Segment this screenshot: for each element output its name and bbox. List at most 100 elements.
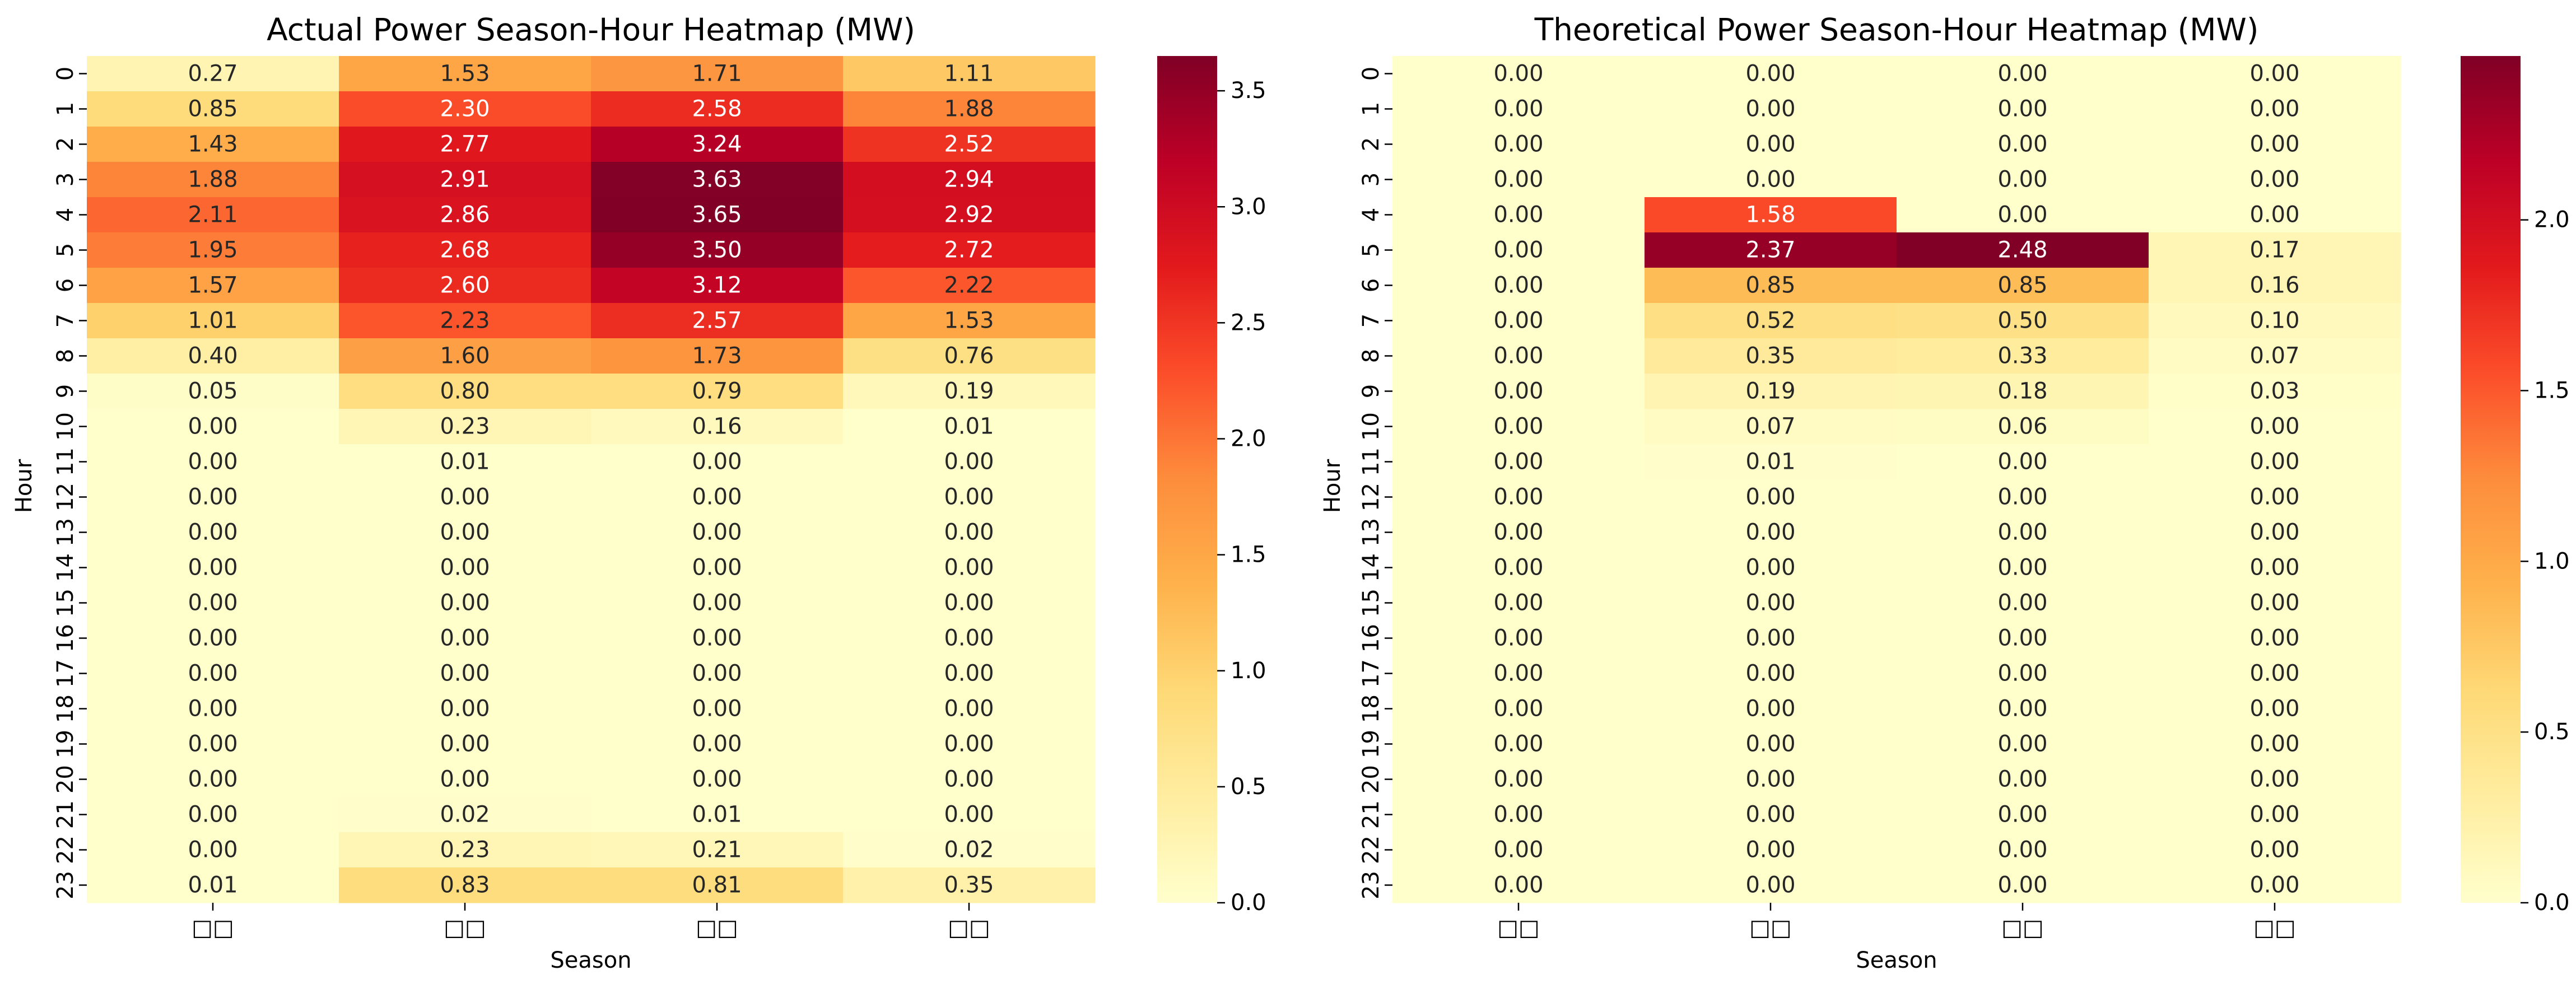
cell-value-label: 0.02 (944, 837, 994, 863)
heatmap-cell (843, 338, 1096, 374)
cell-value-label: 1.60 (440, 343, 490, 369)
heatmap-cell (1645, 515, 1897, 551)
x-tick-label: □□ (696, 915, 738, 941)
cell-value-label: 0.23 (440, 837, 490, 863)
cell-value-label: 0.00 (1493, 308, 1543, 334)
heatmap-cell (87, 621, 339, 656)
heatmap-cell (339, 762, 591, 797)
heatmap-cell (2149, 797, 2401, 833)
cell-value-label: 0.27 (188, 61, 237, 87)
cell-value-label: 0.00 (188, 696, 237, 722)
cell-value-label: 0.00 (944, 520, 994, 545)
cell-value-label: 0.00 (2249, 132, 2299, 157)
heatmap-cell (591, 444, 844, 480)
cell-value-label: 0.00 (1493, 237, 1543, 263)
heatmap-cell (843, 409, 1096, 445)
heatmap-cell (1897, 232, 2149, 268)
heatmap-cell (1645, 762, 1897, 797)
cell-value-label: 0.00 (1997, 802, 2047, 828)
y-tick-label: 9 (1358, 384, 1384, 398)
cell-value-label: 0.21 (692, 837, 742, 863)
cell-value-label: 0.00 (692, 449, 742, 475)
heatmap-cell (843, 867, 1096, 903)
cell-value-label: 0.00 (692, 520, 742, 545)
heatmap-cell (339, 515, 591, 551)
heatmap-panel-theoretical: Theoretical Power Season-Hour Heatmap (M… (1320, 12, 2570, 973)
y-tick-label: 12 (1358, 483, 1384, 511)
heatmap-cell (591, 479, 844, 515)
x-tick-labels: □□ □□ □□ □□ (192, 903, 990, 941)
heatmap-cell (1645, 867, 1897, 903)
cell-value-label: 0.17 (2249, 237, 2299, 263)
heatmap-cell (591, 797, 844, 833)
heatmap-cell (1645, 127, 1897, 162)
cell-value-label: 0.00 (944, 555, 994, 581)
heatmap-cell (1645, 232, 1897, 268)
heatmap-cell (843, 515, 1096, 551)
heatmap-cell (87, 832, 339, 868)
heatmap-cell (843, 197, 1096, 233)
heatmap-cell (339, 867, 591, 903)
heatmap-cell (1392, 726, 1645, 762)
cell-value-label: 0.00 (1745, 626, 1795, 651)
heatmap-cell (1392, 197, 1645, 233)
cell-value-label: 0.00 (692, 590, 742, 616)
heatmap-cell (87, 515, 339, 551)
heatmap-cell (1897, 303, 2149, 339)
cell-value-label: 0.00 (1997, 96, 2047, 122)
cell-value-label: 1.71 (692, 61, 742, 87)
y-tick-label: 21 (1358, 800, 1384, 829)
heatmap-cell (87, 479, 339, 515)
heatmap-cell (339, 832, 591, 868)
heatmap-cell (1897, 762, 2149, 797)
heatmap-cell (87, 585, 339, 621)
cell-value-label: 0.00 (188, 590, 237, 616)
heatmap-cell (87, 232, 339, 268)
heatmap-cell (591, 303, 844, 339)
y-tick-label: 9 (53, 384, 78, 398)
heatmap-cell (87, 550, 339, 586)
cell-value-label: 1.73 (692, 343, 742, 369)
y-tick-label: 1 (53, 102, 78, 116)
cell-value-label: 0.00 (2249, 414, 2299, 440)
cell-value-label: 2.37 (1745, 237, 1795, 263)
heatmap-cell (1897, 585, 2149, 621)
heatmap-cell (339, 656, 591, 692)
cell-value-label: 0.00 (944, 449, 994, 475)
cell-value-label: 3.65 (692, 202, 742, 228)
heatmap-cell (339, 585, 591, 621)
x-tick-labels: □□ □□ □□ □□ (1497, 903, 2296, 941)
heatmap-cell (87, 268, 339, 304)
cell-value-label: 0.00 (440, 555, 490, 581)
cell-value-label: 2.23 (440, 308, 490, 334)
heatmap-cell (2149, 726, 2401, 762)
cell-value-label: 0.00 (440, 767, 490, 792)
y-tick-label: 6 (1358, 278, 1384, 292)
cell-value-label: 0.00 (692, 484, 742, 510)
heatmap-cell (843, 303, 1096, 339)
heatmap-cell (1392, 550, 1645, 586)
cell-value-label: 3.63 (692, 167, 742, 193)
colorbar-tick-label: 1.0 (1231, 658, 1266, 684)
y-tick-label: 16 (53, 624, 78, 652)
cell-value-label: 0.00 (1493, 167, 1543, 193)
cell-value-label: 0.00 (1745, 132, 1795, 157)
heatmap-cell (1392, 444, 1645, 480)
y-tick-label: 1 (1358, 102, 1384, 116)
heatmap-cell (843, 162, 1096, 198)
cell-value-label: 0.00 (2249, 873, 2299, 898)
colorbar-tick-label: 1.5 (1231, 542, 1266, 568)
cell-value-label: 0.00 (1745, 61, 1795, 87)
heatmap-cell (843, 479, 1096, 515)
cell-value-label: 0.00 (944, 626, 994, 651)
cell-value-label: 0.00 (1493, 273, 1543, 298)
heatmap-cell (1645, 479, 1897, 515)
heatmap-cell (2149, 338, 2401, 374)
cell-value-label: 0.06 (1997, 414, 2047, 440)
heatmap-cell (1392, 621, 1645, 656)
cell-value-label: 0.00 (1997, 731, 2047, 757)
cell-value-label: 0.35 (1745, 343, 1795, 369)
cell-value-label: 0.00 (2249, 661, 2299, 687)
